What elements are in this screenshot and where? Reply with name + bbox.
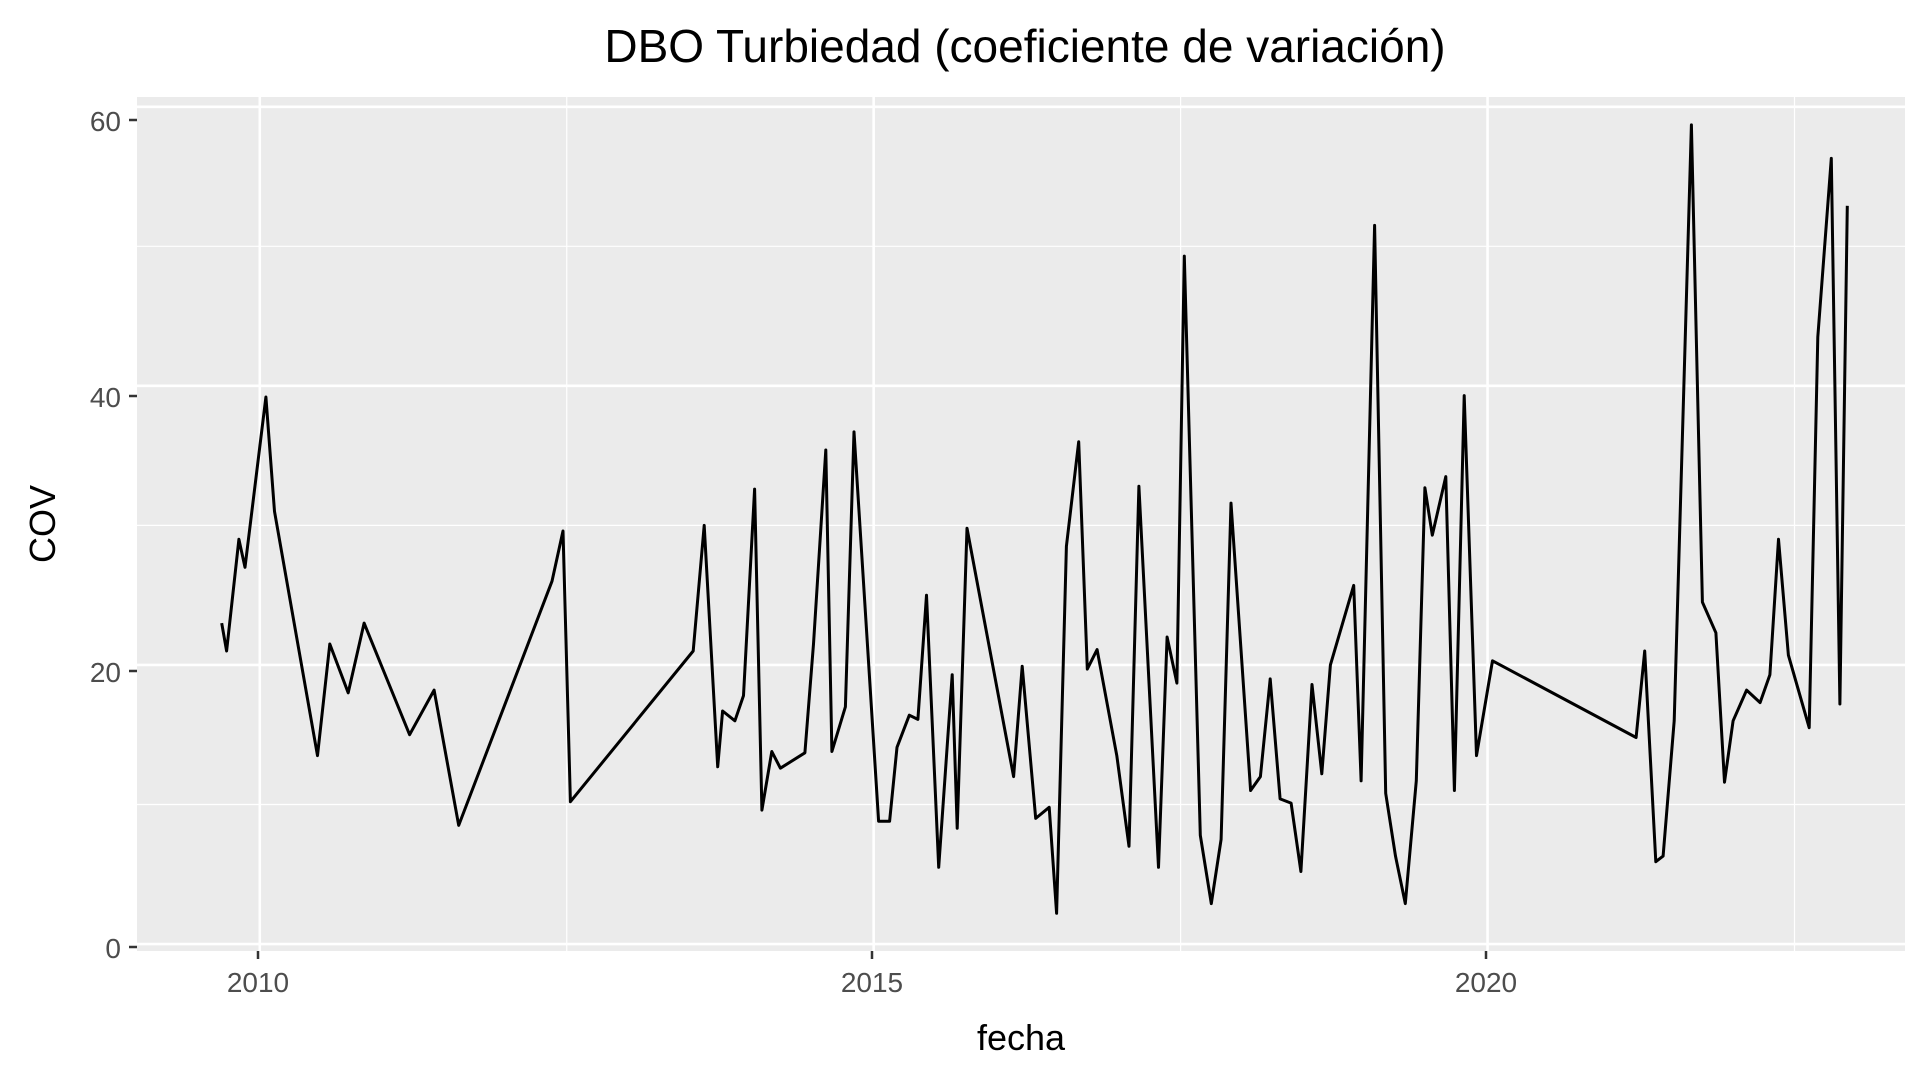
y-axis-label: COV (22, 485, 63, 563)
y-tick-label: 40 (90, 382, 121, 413)
x-tick-label: 2020 (1455, 967, 1517, 998)
y-tick-label: 60 (90, 106, 121, 137)
series-line (220, 123, 1849, 915)
chart-title: DBO Turbiedad (coeficiente de variación) (604, 20, 1445, 72)
x-tick-label: 2015 (841, 967, 903, 998)
y-axis: 0 20 40 60 (90, 106, 137, 964)
major-gridlines (137, 97, 1905, 951)
y-tick-label: 20 (90, 657, 121, 688)
y-tick-label: 0 (105, 933, 121, 964)
x-axis-label: fecha (977, 1017, 1066, 1058)
x-tick-label: 2010 (227, 967, 289, 998)
plot-panel (137, 97, 1905, 951)
series-layer (220, 123, 1849, 915)
x-axis: 2010 2015 2020 (227, 951, 1517, 998)
